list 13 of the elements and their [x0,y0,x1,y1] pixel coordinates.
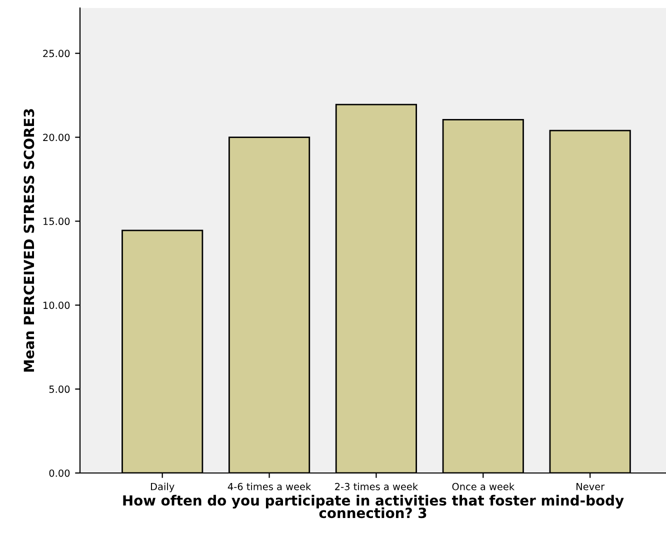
x-tick-label: Daily [150,482,174,492]
x-tick-label: Never [576,483,605,490]
x-tick-label: 4-6 times a week [228,482,312,490]
y-tick-label: 15.00 [44,218,70,226]
y-axis-title: Mean PERCEIVED STRESS SCORE3 [24,109,34,372]
x-tick-label: Once a week [452,482,515,490]
x-axis-title: How often do you participate in activities that foster mind-body connection? 3 [123,494,624,518]
y-tick-label: 5.00 [49,386,70,393]
y-tick-label: 20.00 [43,134,70,142]
x-tick-label: 2-3 times a week [335,482,418,490]
y-tick-label: 25.00 [43,50,70,58]
y-tick-label: 0.00 [49,469,70,477]
y-tick-label: 10.00 [44,302,70,309]
